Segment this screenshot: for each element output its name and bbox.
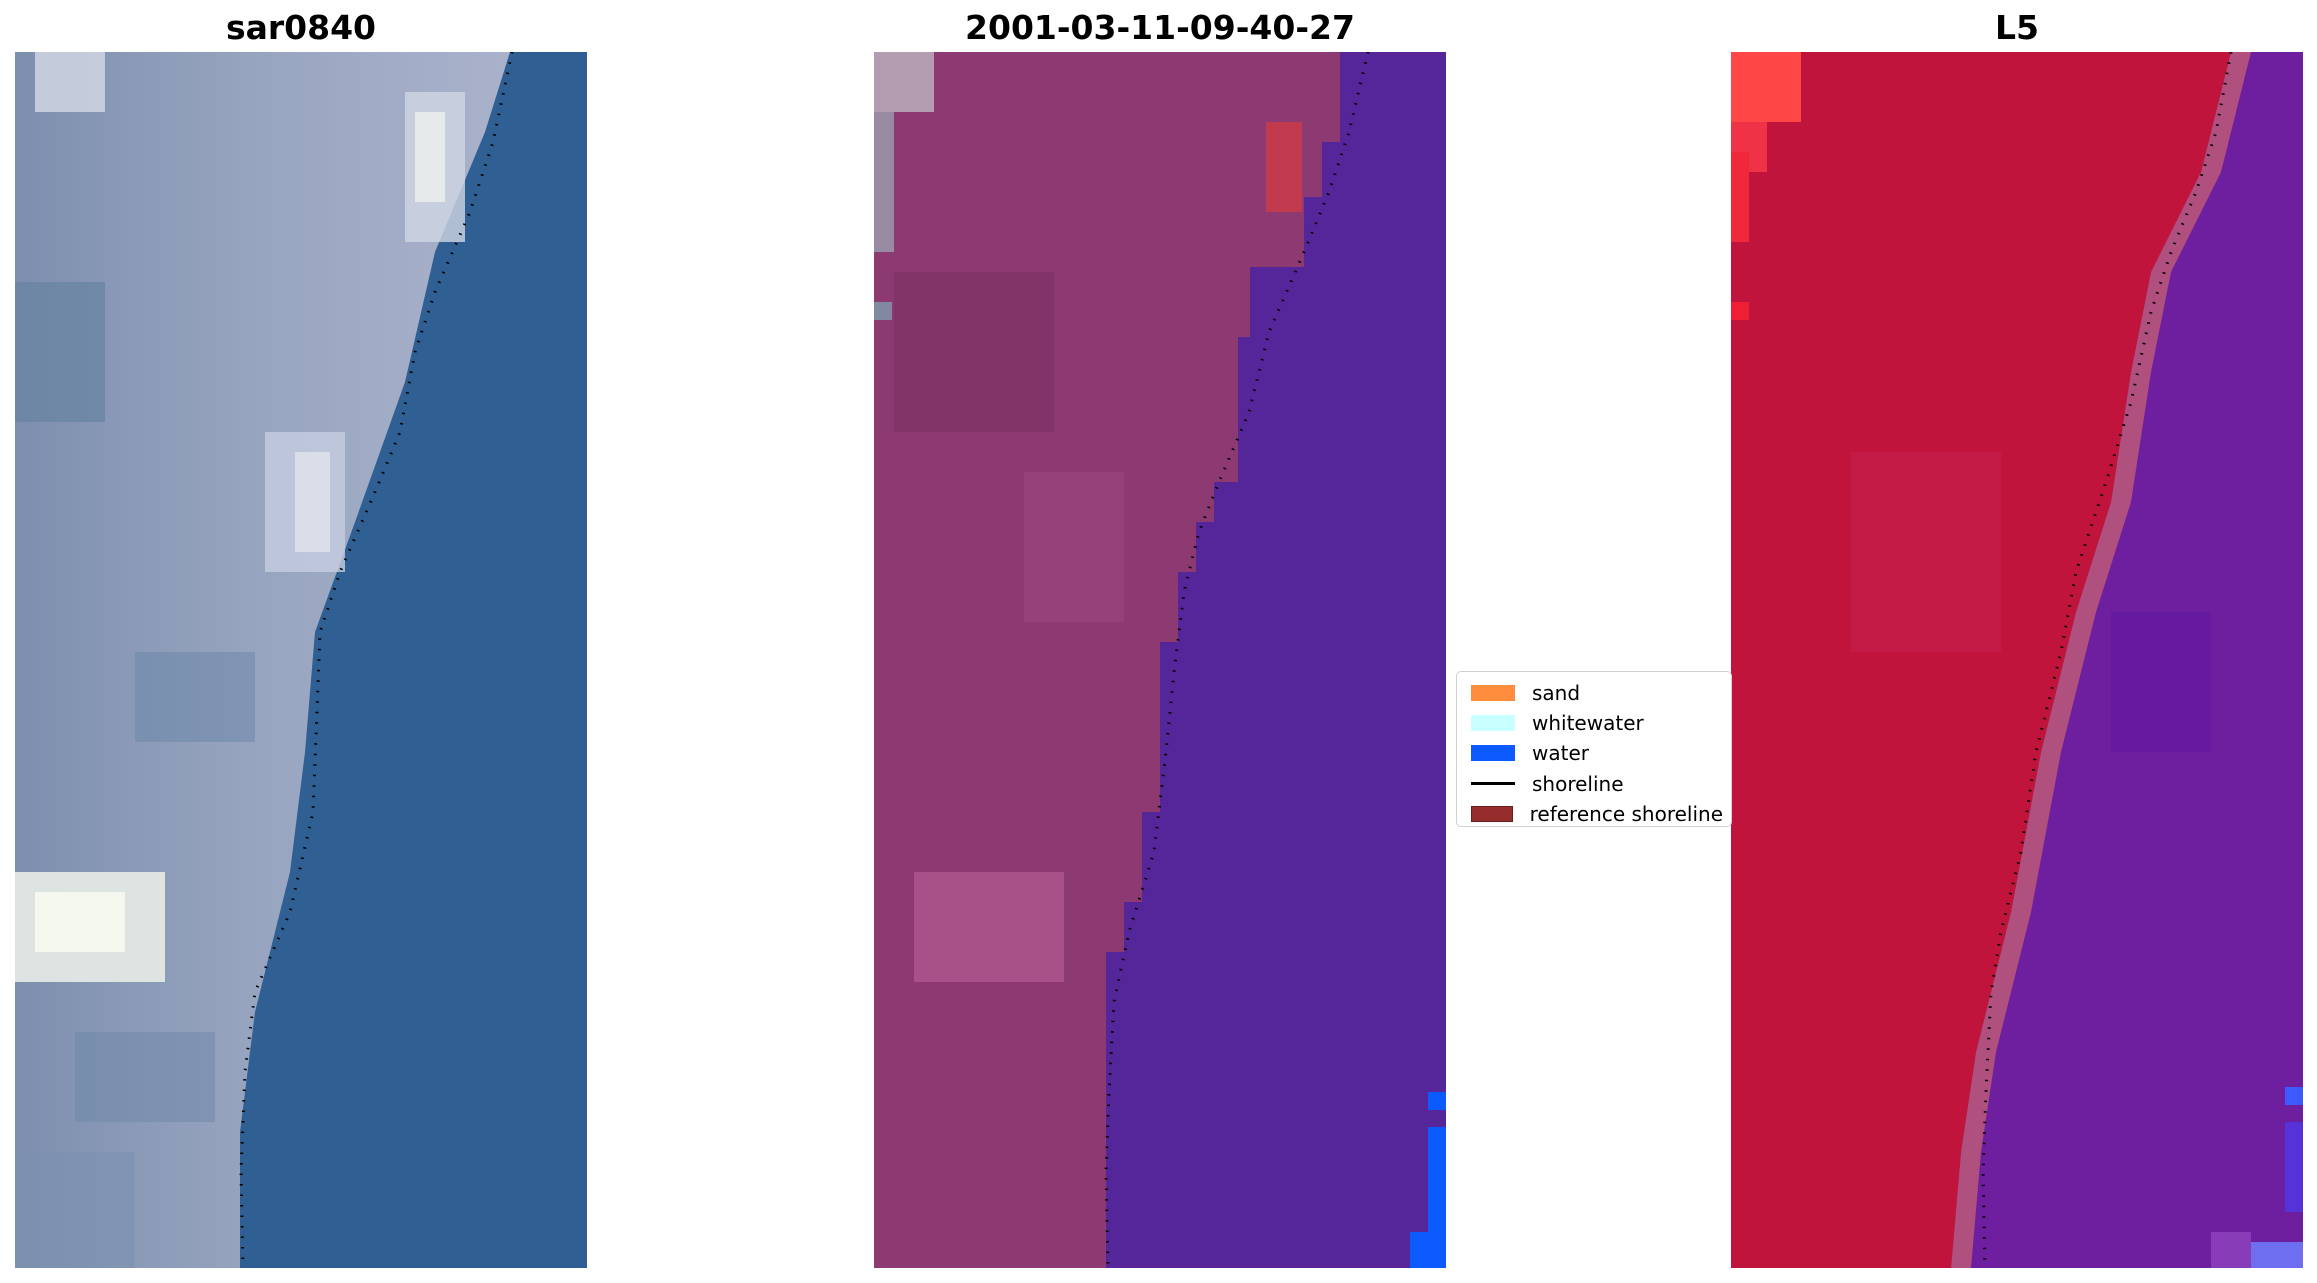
classified-image-panel: [874, 52, 1446, 1268]
legend-label: water: [1532, 741, 1589, 766]
shoreline-line-swatch: [1471, 782, 1515, 786]
rgb-image-panel: [15, 52, 587, 1268]
panel-title-classified: 2001-03-11-09-40-27: [965, 8, 1355, 47]
water-swatch: [1471, 745, 1515, 762]
legend-item-water: water: [1465, 738, 1723, 768]
legend-label: shoreline: [1532, 771, 1624, 796]
false-color-image: [1731, 52, 2303, 1268]
legend-item-shoreline: shoreline: [1465, 769, 1723, 799]
panel-title-rgb: sar0840: [225, 8, 377, 47]
panel-title-false-color: L5: [1995, 8, 2039, 47]
legend-label: sand: [1532, 681, 1581, 706]
legend: sand whitewater water shoreline referenc…: [1456, 671, 1732, 827]
rgb-image: [15, 52, 587, 1268]
legend-label: reference shoreline: [1529, 801, 1723, 826]
whitewater-swatch: [1471, 715, 1515, 732]
reference-shoreline-swatch: [1471, 805, 1513, 822]
classified-image: [874, 52, 1446, 1268]
legend-item-sand: sand: [1465, 678, 1723, 708]
legend-item-reference-shoreline: reference shoreline: [1465, 799, 1723, 829]
sand-swatch: [1471, 685, 1515, 702]
legend-label: whitewater: [1532, 711, 1644, 736]
false-color-image-panel: [1731, 52, 2303, 1268]
legend-item-whitewater: whitewater: [1465, 708, 1723, 738]
